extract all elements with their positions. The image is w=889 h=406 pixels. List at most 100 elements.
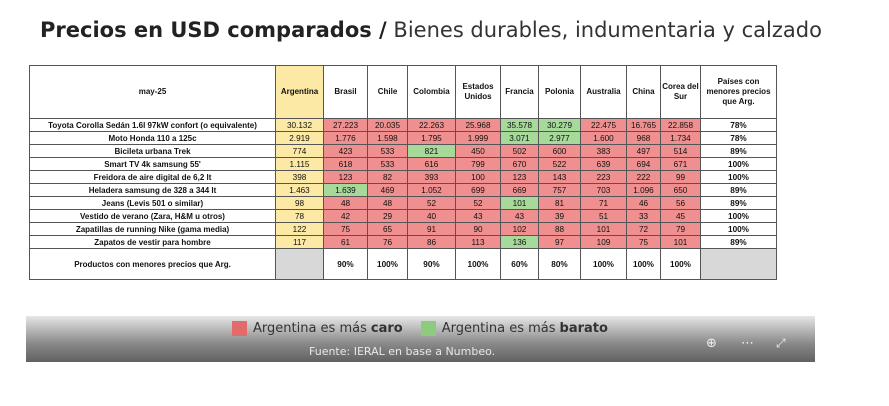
price-cell: 497 xyxy=(626,144,661,158)
summary-cell: 100% xyxy=(626,248,661,280)
row-label: Toyota Corolla Sedán 1.6l 97kW confort (… xyxy=(29,118,276,132)
more-icon[interactable]: ⋯ xyxy=(741,336,754,351)
source-note: Fuente: IERAL en base a Numbeo. xyxy=(309,345,496,358)
share-cell: 100% xyxy=(700,157,777,171)
table-row: Toyota Corolla Sedán 1.6l 97kW confort (… xyxy=(29,118,777,132)
summary-cell xyxy=(275,248,324,280)
price-cell: 101 xyxy=(580,222,627,236)
price-cell: 600 xyxy=(538,144,581,158)
summary-cell: 100% xyxy=(367,248,408,280)
price-cell: 88 xyxy=(538,222,581,236)
column-header-share: Países con menores precios que Arg. xyxy=(700,65,777,119)
price-cell: 22.475 xyxy=(580,118,627,132)
legend-swatch-barato xyxy=(420,321,436,336)
price-cell: 81 xyxy=(538,196,581,210)
price-cell: 29 xyxy=(367,209,408,223)
row-label: Smart TV 4k samsung 55' xyxy=(29,157,276,171)
row-label: Moto Honda 110 a 125c xyxy=(29,131,276,145)
price-cell: 222 xyxy=(626,170,661,184)
price-cell: 469 xyxy=(367,183,408,197)
summary-cell: 100% xyxy=(580,248,627,280)
price-cell: 51 xyxy=(580,209,627,223)
title-bold: Precios en USD comparados / xyxy=(40,18,387,42)
summary-cell: 60% xyxy=(500,248,539,280)
price-cell: 123 xyxy=(323,170,368,184)
price-cell: 30.279 xyxy=(538,118,581,132)
price-cell: 1.776 xyxy=(323,131,368,145)
price-cell: 514 xyxy=(660,144,701,158)
column-header: Estados Unidos xyxy=(455,65,501,119)
price-cell: 42 xyxy=(323,209,368,223)
row-label: Bicileta urbana Trek xyxy=(29,144,276,158)
price-cell: 650 xyxy=(660,183,701,197)
page-title: Precios en USD comparados / Bienes durab… xyxy=(40,18,822,42)
price-cell: 75 xyxy=(323,222,368,236)
price-cell: 102 xyxy=(500,222,539,236)
price-cell: 670 xyxy=(500,157,539,171)
price-cell: 393 xyxy=(407,170,456,184)
price-cell: 56 xyxy=(660,196,701,210)
price-cell: 117 xyxy=(275,235,324,249)
price-cell: 52 xyxy=(455,196,501,210)
legend: Argentina es más caro Argentina es más b… xyxy=(232,321,608,336)
price-cell: 43 xyxy=(500,209,539,223)
price-table: may-25 Argentina Brasil Chile Colombia Estad… xyxy=(29,65,777,280)
price-cell: 97 xyxy=(538,235,581,249)
summary-blank-cell xyxy=(700,248,777,280)
price-cell: 1.639 xyxy=(323,183,368,197)
price-cell: 1.052 xyxy=(407,183,456,197)
price-cell: 101 xyxy=(500,196,539,210)
share-cell: 89% xyxy=(700,196,777,210)
column-header: Chile xyxy=(367,65,408,119)
price-cell: 91 xyxy=(407,222,456,236)
price-cell: 143 xyxy=(538,170,581,184)
price-cell: 1.096 xyxy=(626,183,661,197)
price-cell: 61 xyxy=(323,235,368,249)
price-cell: 774 xyxy=(275,144,324,158)
table-row: Smart TV 4k samsung 55' 1.115 618 533 616 799… xyxy=(29,157,777,171)
legend-caro-text: Argentina es más xyxy=(253,321,367,336)
price-cell: 16.765 xyxy=(626,118,661,132)
price-cell: 1.734 xyxy=(660,131,701,145)
price-cell: 113 xyxy=(455,235,501,249)
zoom-icon[interactable]: ⊕ xyxy=(706,336,717,351)
table-frame: may-25 Argentina Brasil Chile Colombia Estad… xyxy=(26,62,815,360)
price-cell: 502 xyxy=(500,144,539,158)
share-cell: 100% xyxy=(700,222,777,236)
price-cell: 1.600 xyxy=(580,131,627,145)
price-cell: 86 xyxy=(407,235,456,249)
table-row: Bicileta urbana Trek 774 423 533 821 450 502 60… xyxy=(29,144,777,158)
summary-cell: 90% xyxy=(407,248,456,280)
share-cell: 89% xyxy=(700,183,777,197)
legend-bar xyxy=(26,316,815,362)
price-cell: 533 xyxy=(367,157,408,171)
share-cell: 89% xyxy=(700,144,777,158)
column-header: Francia xyxy=(500,65,539,119)
price-cell: 45 xyxy=(660,209,701,223)
price-cell: 76 xyxy=(367,235,408,249)
price-cell: 398 xyxy=(275,170,324,184)
column-header: Polonia xyxy=(538,65,581,119)
price-cell: 639 xyxy=(580,157,627,171)
price-cell: 522 xyxy=(538,157,581,171)
expand-icon[interactable]: ⤢ xyxy=(776,336,786,350)
price-cell: 136 xyxy=(500,235,539,249)
share-cell: 89% xyxy=(700,235,777,249)
price-cell: 1.115 xyxy=(275,157,324,171)
column-header: Corea del Sur xyxy=(660,65,701,119)
table-row: Freidora de aire digital de 6,2 lt 398 123… xyxy=(29,170,777,184)
price-cell: 450 xyxy=(455,144,501,158)
share-cell: 100% xyxy=(700,209,777,223)
price-cell: 82 xyxy=(367,170,408,184)
price-cell: 22.858 xyxy=(660,118,701,132)
row-label: Vestido de verano (Zara, H&M u otros) xyxy=(29,209,276,223)
price-cell: 33 xyxy=(626,209,661,223)
row-label: Freidora de aire digital de 6,2 lt xyxy=(29,170,276,184)
price-cell: 79 xyxy=(660,222,701,236)
price-cell: 1.795 xyxy=(407,131,456,145)
price-cell: 100 xyxy=(455,170,501,184)
price-cell: 48 xyxy=(323,196,368,210)
price-cell: 2.977 xyxy=(538,131,581,145)
price-cell: 671 xyxy=(660,157,701,171)
row-label: Heladera samsung de 328 a 344 lt xyxy=(29,183,276,197)
